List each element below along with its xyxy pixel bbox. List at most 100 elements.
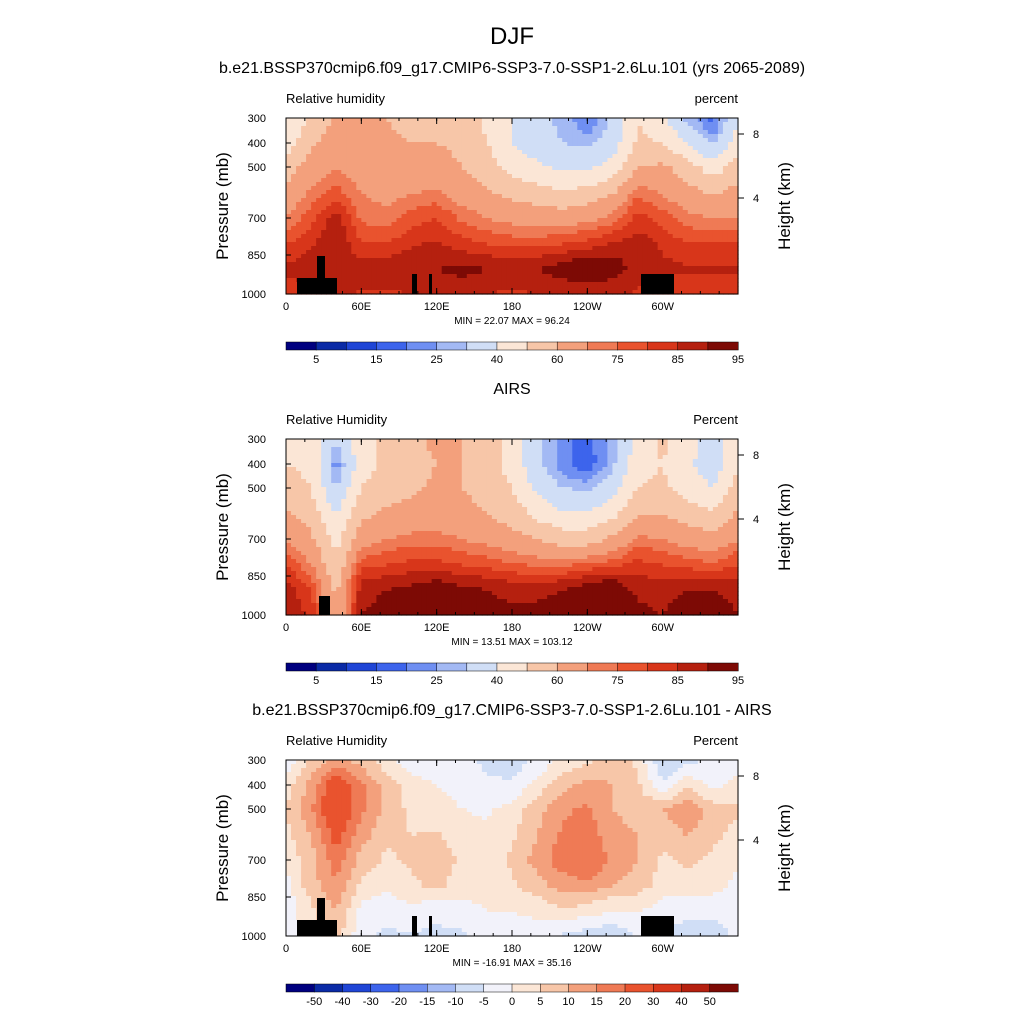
field-cell: [336, 250, 342, 255]
field-cell: [366, 463, 372, 468]
field-cell: [336, 166, 342, 171]
field-cell: [572, 471, 578, 476]
field-cell: [722, 250, 729, 255]
field-cell: [366, 190, 372, 195]
field-cell: [547, 122, 553, 127]
field-cell: [376, 194, 383, 199]
field-cell: [356, 130, 362, 135]
field-cell: [602, 226, 609, 231]
field-cell: [647, 134, 654, 139]
field-cell: [371, 459, 377, 464]
field-cell: [572, 258, 578, 263]
field-cell: [476, 278, 483, 283]
field-cell: [356, 443, 362, 448]
field-cell: [702, 455, 709, 460]
field-cell: [667, 467, 674, 472]
field-cell: [471, 238, 478, 243]
field-cell: [441, 274, 448, 279]
field-cell: [602, 162, 609, 167]
field-cell: [617, 154, 624, 159]
field-cell: [582, 451, 588, 456]
field-cell: [587, 262, 593, 267]
field-cell: [386, 214, 393, 219]
field-cell: [331, 150, 337, 155]
field-cell: [331, 210, 337, 215]
field-cell: [627, 290, 634, 295]
field-cell: [446, 451, 453, 456]
field-cell: [527, 194, 533, 199]
field-cell: [486, 186, 493, 191]
field-cell: [677, 439, 684, 444]
field-cell: [687, 178, 694, 183]
field-cell: [306, 126, 312, 131]
field-cell: [426, 138, 433, 143]
field-cell: [572, 226, 578, 231]
field-cell: [346, 467, 352, 472]
field-cell: [702, 142, 709, 147]
field-cell: [522, 122, 528, 127]
field-cell: [431, 455, 438, 460]
field-cell: [356, 162, 362, 167]
field-cell: [376, 266, 383, 271]
field-cell: [657, 190, 664, 195]
field-cell: [582, 266, 588, 271]
field-cell: [677, 238, 684, 243]
x-tick-label: 180: [503, 301, 521, 313]
field-cell: [597, 194, 603, 199]
field-cell: [291, 266, 297, 271]
field-cell: [461, 166, 468, 171]
field-cell: [732, 122, 739, 127]
field-cell: [732, 270, 739, 275]
field-cell: [667, 266, 674, 271]
field-cell: [406, 178, 413, 183]
field-cell: [677, 150, 684, 155]
field-cell: [491, 447, 498, 452]
field-cell: [692, 150, 699, 155]
field-cell: [411, 158, 418, 163]
field-cell: [617, 158, 624, 163]
field-cell: [517, 230, 523, 235]
field-cell: [557, 242, 563, 247]
field-cell: [697, 238, 704, 243]
field-cell: [466, 154, 473, 159]
field-cell: [426, 439, 433, 444]
field-cell: [496, 270, 503, 275]
field-cell: [672, 467, 679, 472]
field-cell: [421, 218, 428, 223]
field-cell: [677, 198, 684, 203]
field-cell: [291, 206, 297, 211]
field-cell: [381, 463, 388, 468]
field-cell: [506, 463, 513, 468]
field-cell: [371, 439, 377, 444]
field-cell: [517, 242, 523, 247]
field-cell: [717, 178, 724, 183]
field-cell: [617, 218, 624, 223]
field-cell: [662, 194, 669, 199]
field-cell: [421, 134, 428, 139]
field-cell: [436, 238, 443, 243]
field-cell: [451, 463, 458, 468]
field-cell: [301, 451, 307, 456]
field-cell: [632, 142, 639, 147]
field-cell: [326, 459, 332, 464]
field-cell: [722, 222, 729, 227]
field-cell: [366, 274, 372, 279]
field-cell: [552, 282, 558, 287]
field-cell: [486, 459, 493, 464]
field-cell: [321, 479, 327, 484]
field-cell: [351, 242, 357, 247]
field-cell: [707, 246, 714, 251]
field-cell: [331, 222, 337, 227]
field-cell: [391, 278, 398, 283]
field-cell: [436, 439, 443, 444]
field-cell: [351, 166, 357, 171]
field-cell: [597, 270, 603, 275]
field-cell: [346, 266, 352, 271]
field-cell: [421, 270, 428, 275]
field-cell: [707, 186, 714, 191]
field-cell: [416, 154, 423, 159]
field-cell: [381, 190, 388, 195]
field-cell: [732, 455, 739, 460]
field-cell: [697, 134, 704, 139]
field-cell: [672, 282, 679, 287]
